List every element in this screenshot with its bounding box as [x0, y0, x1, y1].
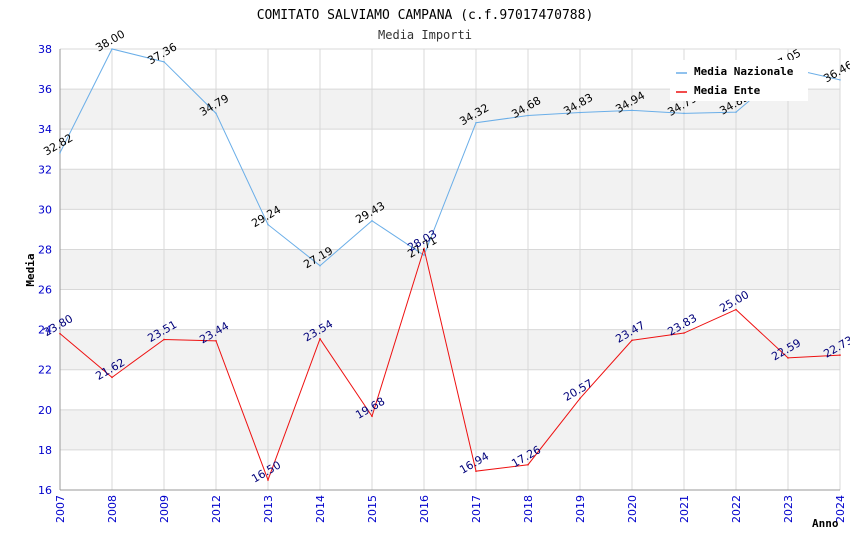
data-point	[787, 357, 789, 359]
x-axis-label: Anno	[812, 517, 839, 530]
x-tick-label: 2023	[782, 495, 795, 523]
x-tick-label: 2022	[730, 495, 743, 523]
data-label-media-nazionale: 38.00	[93, 27, 127, 54]
data-point	[319, 264, 321, 267]
data-label-media-ente: 20.57	[561, 377, 595, 404]
x-tick-label: 2013	[262, 495, 275, 523]
data-point	[163, 338, 165, 341]
x-tick-label: 2007	[54, 495, 67, 523]
x-ticks: 2007 2008 2009 2012 2013 2014 2015 2016 2017 2018…	[54, 495, 847, 523]
series-line-media-nazionale	[59, 48, 841, 267]
data-point	[475, 470, 477, 472]
data-point	[475, 121, 477, 124]
plot-band	[60, 249, 840, 290]
grid-lines	[59, 48, 841, 491]
data-point	[111, 48, 113, 50]
y-tick-label: 36	[38, 83, 52, 96]
plot-bands	[60, 89, 840, 450]
y-ticks: 16 18 20 22 24 26 28 30 32 34 36 38	[38, 43, 52, 497]
data-point	[59, 332, 61, 335]
data-point	[579, 111, 581, 114]
data-point	[371, 219, 373, 222]
plot-band	[60, 409, 840, 450]
data-label-media-nazionale: 36.46	[821, 58, 850, 85]
series-line-media-ente	[59, 246, 841, 482]
x-tick-label: 2008	[106, 495, 119, 523]
y-tick-label: 24	[38, 324, 52, 337]
data-point	[163, 61, 165, 63]
y-tick-label: 16	[38, 484, 52, 497]
y-axis-label: Media	[24, 253, 37, 286]
data-point	[267, 479, 269, 481]
y-tick-label: 20	[38, 404, 52, 417]
data-point	[631, 339, 633, 342]
x-tick-label: 2016	[418, 495, 431, 523]
chart-subtitle: Media Importi	[378, 28, 472, 42]
data-point	[423, 248, 425, 250]
data-point	[371, 415, 373, 418]
x-tick-label: 2021	[678, 495, 691, 523]
data-point	[267, 223, 269, 226]
legend-box	[670, 60, 808, 101]
data-point	[215, 340, 217, 342]
y-tick-label: 26	[38, 284, 52, 297]
x-tick-label: 2017	[470, 495, 483, 523]
data-label-media-nazionale: 37.36	[145, 40, 179, 67]
y-tick-label: 18	[38, 444, 52, 457]
data-label-media-ente: 16.94	[457, 450, 491, 477]
series-lines	[59, 48, 841, 482]
axes	[59, 49, 840, 491]
x-tick-label: 2018	[522, 495, 535, 523]
y-tick-label: 22	[38, 364, 52, 377]
data-point	[735, 111, 737, 113]
x-tick-label: 2014	[314, 495, 327, 523]
data-point	[683, 112, 685, 115]
data-label-media-ente: 16.50	[249, 458, 283, 485]
legend-label-media-ente: Media Ente	[694, 84, 761, 97]
data-point	[631, 109, 633, 112]
data-point	[319, 338, 321, 340]
y-tick-label: 30	[38, 203, 52, 216]
data-point	[423, 254, 425, 257]
x-tick-label: 2019	[574, 495, 587, 523]
data-point	[527, 114, 529, 117]
x-tick-label: 2024	[834, 495, 847, 523]
data-point	[735, 308, 737, 311]
x-tick-label: 2012	[210, 495, 223, 523]
data-point	[111, 376, 113, 379]
legend: Media Nazionale Media Ente	[670, 60, 808, 101]
x-tick-label: 2009	[158, 495, 171, 523]
y-tick-label: 28	[38, 243, 52, 256]
chart-title: COMITATO SALVIAMO CAMPANA (c.f.970174707…	[257, 8, 594, 23]
data-point	[839, 354, 841, 356]
data-point	[215, 112, 217, 115]
data-label-media-ente: 25.00	[717, 288, 751, 315]
data-point	[579, 397, 581, 400]
y-tick-label: 38	[38, 43, 52, 56]
y-tick-label: 34	[38, 123, 52, 136]
data-point	[683, 332, 685, 334]
plot-band	[60, 329, 840, 370]
y-tick-label: 32	[38, 163, 52, 176]
data-point	[527, 463, 529, 466]
data-point	[59, 152, 61, 154]
x-tick-label: 2015	[366, 495, 379, 523]
data-point	[839, 79, 841, 81]
legend-label-media-nazionale: Media Nazionale	[694, 65, 794, 78]
x-tick-label: 2020	[626, 495, 639, 523]
